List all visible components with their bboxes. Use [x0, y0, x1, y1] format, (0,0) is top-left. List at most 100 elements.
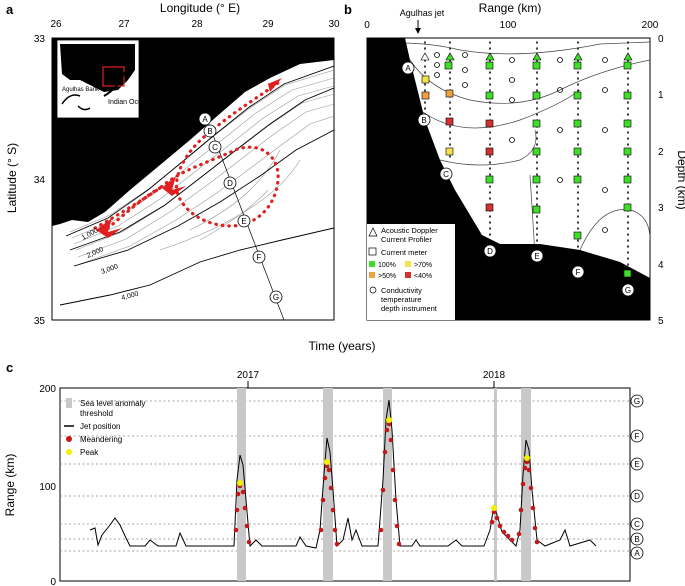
- legend-q40: <40%: [414, 273, 432, 280]
- timeseries-station-labels: G F E D C B A: [630, 394, 644, 560]
- map-station-label: F: [257, 253, 262, 262]
- map-station-label: C: [212, 143, 218, 152]
- legend-q50: >50%: [378, 273, 396, 280]
- panel-b-label: b: [344, 2, 352, 17]
- jet-position-line: [89, 399, 597, 549]
- legend-sla-line1: Sea level anomaly: [80, 399, 145, 408]
- map-station-label: G: [273, 293, 279, 302]
- legend-peak: Peak: [80, 448, 99, 457]
- panel-a-y-tick-labels: 33 34 35: [34, 34, 46, 327]
- panel-c-y-tick: 200: [39, 384, 56, 395]
- legend-ctd-line2: temperature: [381, 295, 421, 304]
- panel-b-y-tick: 3: [658, 203, 664, 214]
- timeseries-legend: Sea level anomaly threshold Jet position…: [64, 398, 145, 457]
- agulhas-jet-arrowhead: [415, 28, 421, 34]
- panel-a-y-tick: 34: [34, 175, 46, 186]
- legend-current-meter: Current meter: [381, 248, 428, 257]
- depth-label: 4,000: [121, 291, 140, 302]
- panel-c-label: c: [6, 360, 13, 375]
- panel-c-y-tick: 100: [39, 482, 56, 493]
- panel-a-y-title: Latitude (° S): [5, 143, 19, 213]
- legend-adcp-line2: Current Profiler: [381, 235, 432, 244]
- peak-markers: [237, 417, 530, 511]
- meander-arrow-head: [258, 78, 282, 92]
- ts-station-label: B: [634, 535, 639, 544]
- legend-sla-line2: threshold: [80, 409, 113, 418]
- map-station-label: B: [207, 127, 212, 136]
- section-content: A B C D E F G Acoustic Doppler Current P…: [367, 38, 650, 320]
- year-label: 2018: [483, 370, 506, 381]
- panel-b-x-tick: 0: [364, 20, 370, 31]
- panel-b-y-tick: 4: [658, 260, 664, 271]
- section-station-label: D: [487, 247, 493, 256]
- panel-a-x-tick: 28: [191, 19, 203, 30]
- inset-ocean-label: Indian Ocean: [108, 99, 150, 106]
- panel-a-label: a: [6, 2, 14, 17]
- panel-b-y-tick: 5: [658, 316, 664, 327]
- station-lines: [60, 400, 630, 552]
- panel-c-y-title: Range (km): [3, 454, 17, 517]
- panel-b-x-tick: 200: [642, 20, 659, 31]
- inset-map: Agulhas Bank Indian Ocean: [56, 39, 150, 119]
- legend-meander: Meandering: [80, 435, 122, 444]
- panel-a-x-title: Longitude (° E): [160, 1, 240, 15]
- panel-c-title: Time (years): [309, 339, 376, 353]
- legend-q70: >70%: [414, 262, 432, 269]
- legend-jet: Jet position: [80, 422, 120, 431]
- panel-a-y-tick: 33: [34, 34, 46, 45]
- legend-ctd-line1: Conductivity: [381, 286, 422, 295]
- panel-c-year-labels: 2017 2018: [237, 370, 506, 381]
- section-station-label: A: [405, 64, 411, 73]
- panel-b-x-tick: 100: [500, 20, 517, 31]
- agulhas-jet-label: Agulhas jet: [400, 8, 445, 18]
- section-station-label: F: [576, 268, 581, 277]
- ts-station-label: G: [634, 397, 640, 406]
- ts-station-label: E: [634, 460, 639, 469]
- legend-adcp-line1: Acoustic Doppler: [381, 226, 438, 235]
- timeseries-frame: [59, 387, 631, 582]
- panel-b-x-tick-labels: 0 100 200: [364, 20, 659, 31]
- map-station-label: E: [241, 217, 246, 226]
- inset-bank-label: Agulhas Bank: [62, 87, 100, 93]
- legend-ctd-line3: depth instrument: [381, 304, 438, 313]
- adcp-markers: [420, 52, 633, 61]
- panel-c-y-tick-labels: 200 100 0: [39, 384, 56, 586]
- meander-arrows: [96, 78, 282, 238]
- section-legend: Acoustic Doppler Current Profiler Curren…: [367, 224, 455, 320]
- section-station-label: E: [534, 252, 539, 261]
- section-station-label: G: [625, 286, 631, 295]
- map-stations: A B C D E F G: [198, 112, 283, 304]
- bathymetry-contours: [69, 69, 334, 265]
- map-station-label: D: [227, 179, 233, 188]
- panel-a-x-tick: 30: [328, 19, 340, 30]
- isobaths: [59, 65, 334, 306]
- map-station-label: A: [202, 115, 208, 124]
- panel-a-x-tick: 26: [50, 19, 62, 30]
- panel-a-x-tick: 29: [262, 19, 274, 30]
- current-meters: [421, 61, 632, 278]
- panel-a-x-tick-labels: 26 27 28 29 30: [50, 19, 340, 30]
- panel-b-x-title: Range (km): [479, 1, 542, 15]
- section-stations: A B C D E F G: [401, 61, 635, 297]
- panel-a-y-tick: 35: [34, 316, 46, 327]
- panel-b-y-title: Depth (km): [675, 150, 685, 209]
- panel-a-x-tick: 27: [118, 19, 130, 30]
- panel-b-y-tick: 1: [658, 90, 664, 101]
- panel-b-y-tick: 0: [658, 34, 664, 45]
- year-label: 2017: [237, 370, 260, 381]
- legend-q100: 100%: [378, 262, 396, 269]
- section-station-label: C: [443, 170, 449, 179]
- meandering-markers: [233, 421, 540, 547]
- meander-arrow-head: [96, 218, 122, 238]
- ts-station-label: F: [635, 432, 640, 441]
- panel-b-y-tick-labels: 0 1 2 3 4 5: [658, 34, 664, 327]
- timeseries-content: Sea level anomaly threshold Jet position…: [60, 381, 644, 581]
- meander-arrow-head: [162, 176, 186, 196]
- ts-station-label: C: [634, 520, 640, 529]
- ts-station-label: A: [634, 549, 640, 558]
- ctd-markers: [434, 52, 608, 233]
- section-station-label: B: [421, 116, 426, 125]
- panel-c-y-tick: 0: [50, 577, 56, 586]
- ts-station-label: D: [634, 492, 640, 501]
